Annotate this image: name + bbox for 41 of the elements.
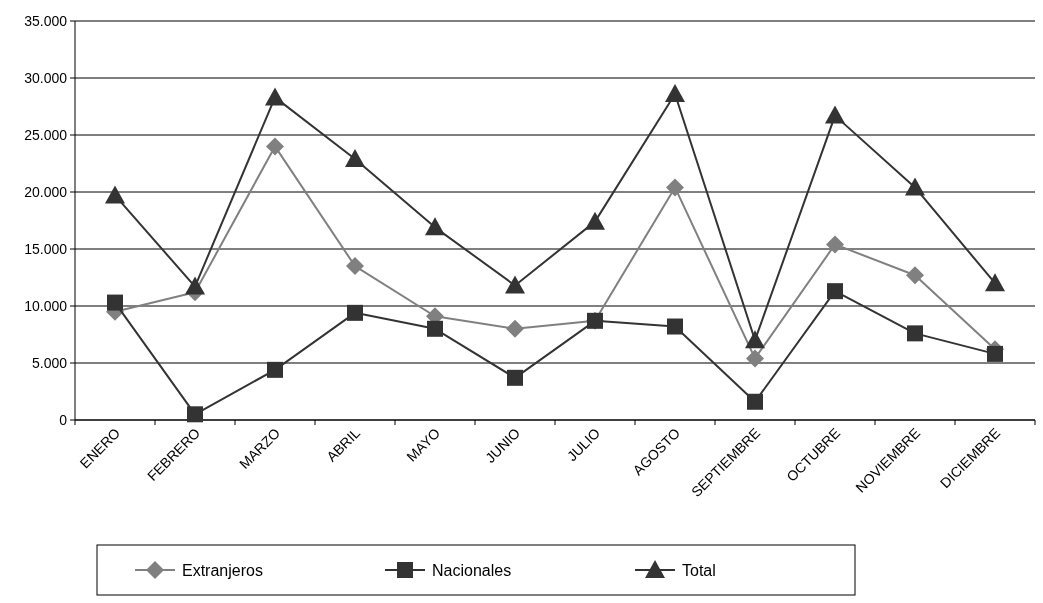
y-tick-label: 25.000 [24, 126, 68, 143]
point [665, 83, 685, 102]
legend-label: Nacionales [432, 561, 512, 579]
point [826, 235, 844, 254]
point [105, 185, 125, 204]
point [746, 349, 764, 368]
point [906, 266, 924, 285]
point [267, 361, 283, 378]
y-tick-label: 30.000 [24, 69, 68, 86]
y-tick-label: 10.000 [24, 297, 68, 314]
point [345, 148, 365, 167]
point [827, 283, 843, 300]
point [425, 217, 445, 236]
legend-label: Extranjeros [182, 561, 263, 579]
y-tick-label: 35.000 [24, 12, 68, 29]
y-tick-label: 0 [59, 411, 68, 428]
point [107, 294, 123, 311]
y-tick-label: 20.000 [24, 183, 68, 200]
point [507, 369, 523, 386]
point [745, 330, 765, 349]
legend-label: Total [682, 561, 716, 579]
point [907, 325, 923, 342]
point [987, 345, 1003, 362]
point [505, 275, 525, 294]
y-tick-label: 15.000 [24, 240, 68, 257]
point [346, 257, 364, 276]
point [347, 304, 363, 321]
point [667, 318, 683, 335]
point [585, 211, 605, 230]
point [747, 393, 763, 410]
point [506, 319, 524, 338]
point [985, 273, 1005, 292]
point [265, 87, 285, 106]
point [185, 276, 205, 295]
point [825, 105, 845, 124]
point [187, 406, 203, 423]
y-tick-label: 5.000 [31, 354, 68, 371]
point [266, 137, 284, 156]
point [666, 178, 684, 197]
point [905, 177, 925, 196]
point [427, 320, 443, 337]
